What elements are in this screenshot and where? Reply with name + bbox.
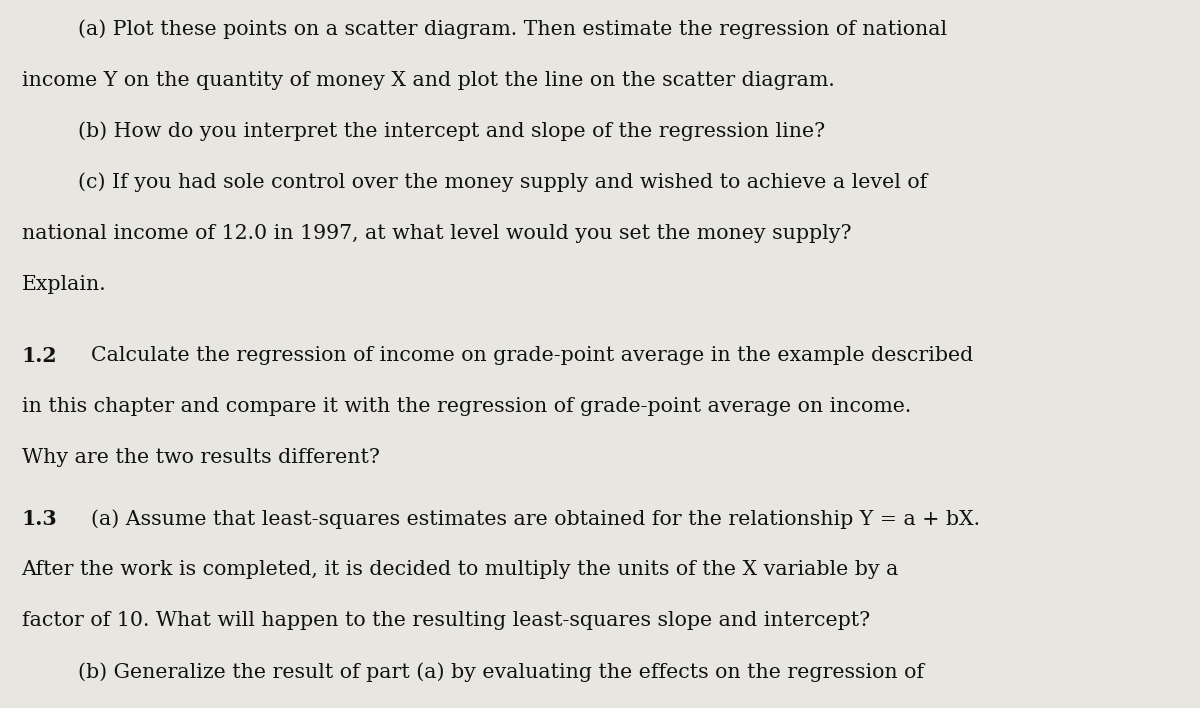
Text: After the work is completed, it is decided to multiply the units of the X variab: After the work is completed, it is decid… bbox=[22, 560, 899, 579]
Text: 1.3: 1.3 bbox=[22, 509, 58, 529]
Text: (a) Plot these points on a scatter diagram. Then estimate the regression of nati: (a) Plot these points on a scatter diagr… bbox=[78, 20, 947, 40]
Text: factor of 10. What will happen to the resulting least-squares slope and intercep: factor of 10. What will happen to the re… bbox=[22, 611, 870, 630]
Text: national income of 12.0 in 1997, at what level would you set the money supply?: national income of 12.0 in 1997, at what… bbox=[22, 224, 851, 243]
Text: (b) Generalize the result of part (a) by evaluating the effects on the regressio: (b) Generalize the result of part (a) by… bbox=[78, 662, 924, 682]
Text: (b) How do you interpret the intercept and slope of the regression line?: (b) How do you interpret the intercept a… bbox=[78, 122, 826, 142]
Text: 1.2: 1.2 bbox=[22, 346, 58, 366]
Text: (c) If you had sole control over the money supply and wished to achieve a level : (c) If you had sole control over the mon… bbox=[78, 173, 928, 193]
Text: (a) Assume that least-squares estimates are obtained for the relationship Y = a : (a) Assume that least-squares estimates … bbox=[78, 509, 980, 529]
Text: in this chapter and compare it with the regression of grade-point average on inc: in this chapter and compare it with the … bbox=[22, 397, 911, 416]
Text: Explain.: Explain. bbox=[22, 275, 107, 294]
Text: Calculate the regression of income on grade-point average in the example describ: Calculate the regression of income on gr… bbox=[78, 346, 973, 365]
Text: income Y on the quantity of money X and plot the line on the scatter diagram.: income Y on the quantity of money X and … bbox=[22, 71, 834, 90]
Text: Why are the two results different?: Why are the two results different? bbox=[22, 448, 379, 467]
